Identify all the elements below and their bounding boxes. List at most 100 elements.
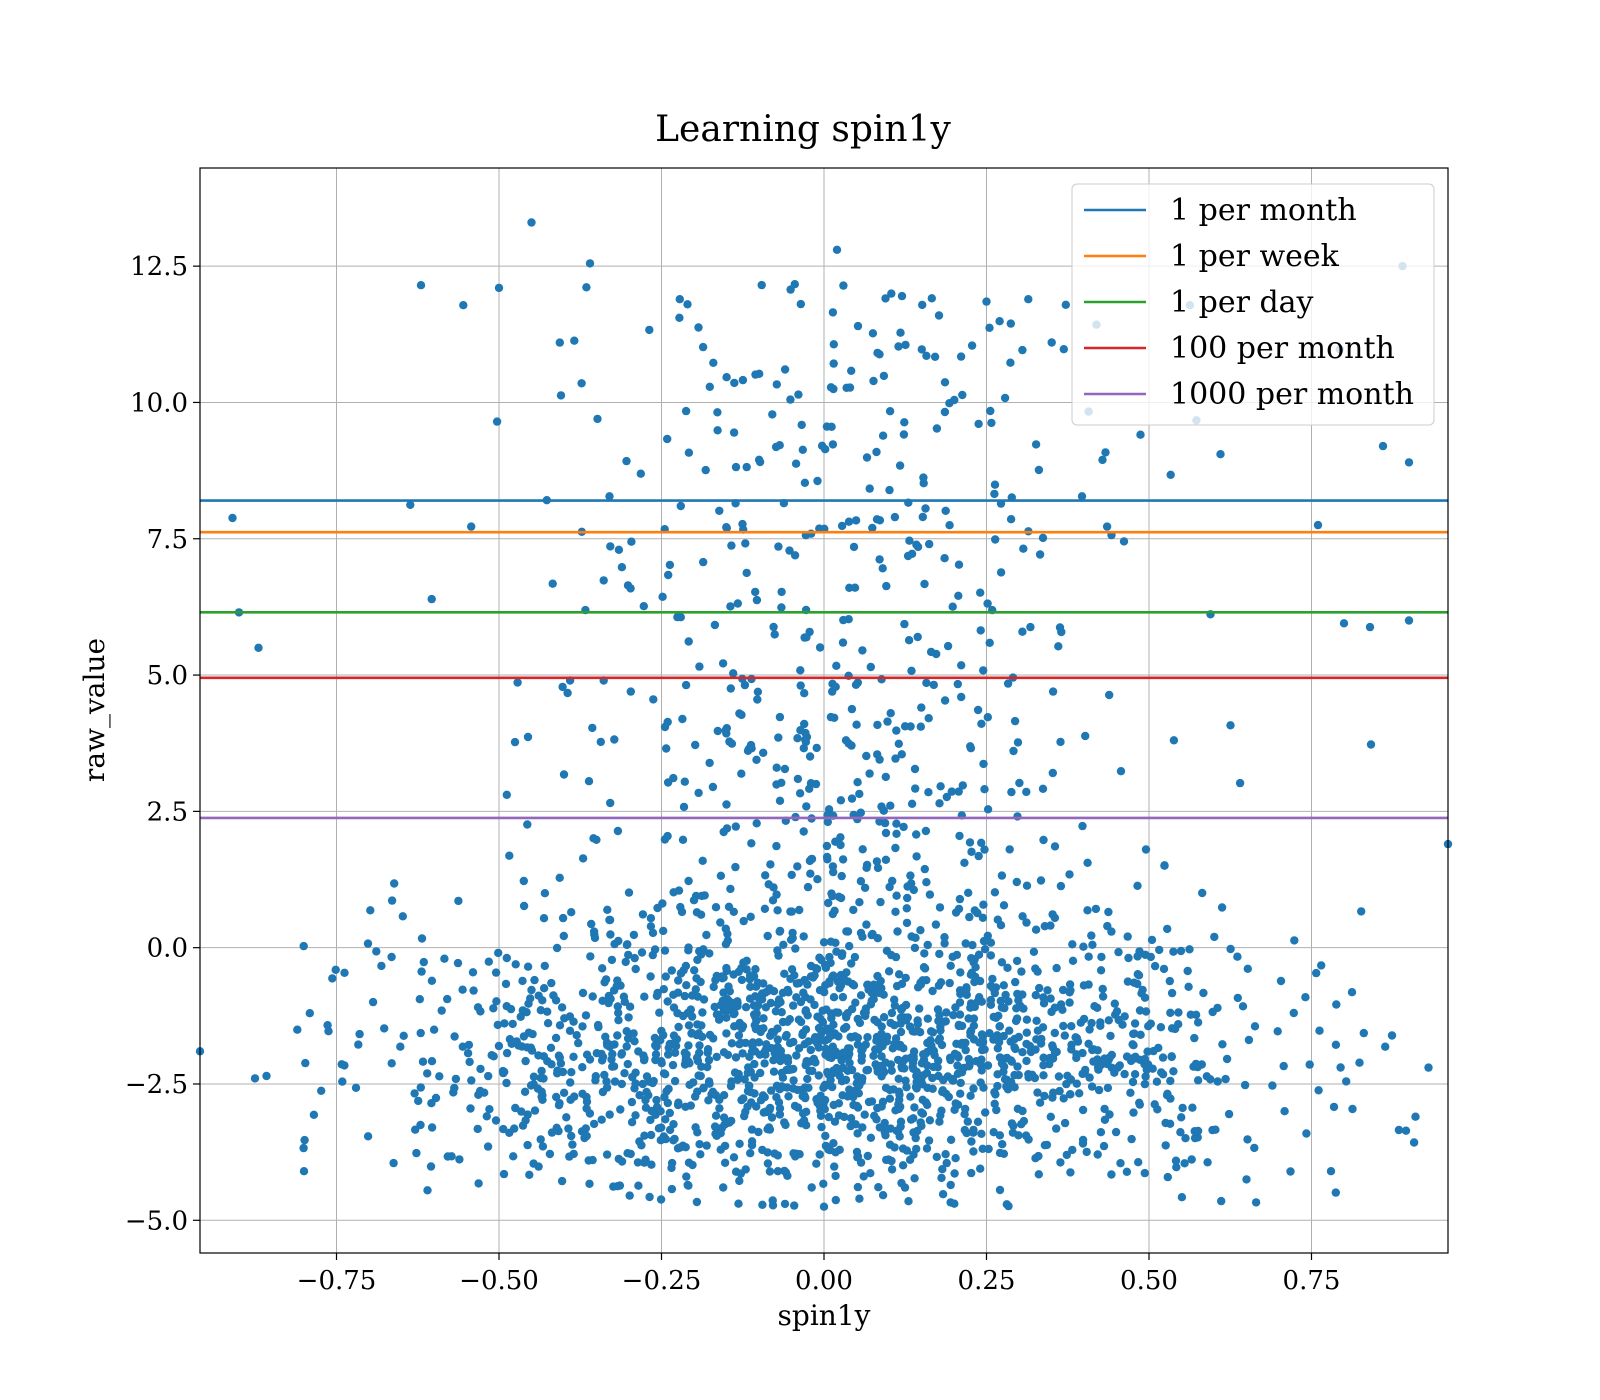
scatter-point	[999, 901, 1009, 910]
scatter-point	[1067, 1021, 1076, 1031]
scatter-point	[719, 1183, 728, 1192]
scatter-point	[875, 817, 884, 826]
scatter-point	[922, 351, 931, 360]
scatter-point	[964, 1062, 974, 1071]
scatter-point	[1224, 1109, 1234, 1119]
scatter-point	[740, 680, 750, 690]
scatter-point	[1097, 952, 1106, 962]
scatter-point	[543, 1057, 552, 1066]
scatter-point	[1199, 988, 1208, 998]
scatter-point	[757, 995, 767, 1004]
scatter-point	[881, 855, 891, 864]
scatter-point	[1165, 976, 1175, 986]
scatter-point	[564, 1124, 573, 1133]
scatter-point	[1409, 1138, 1419, 1147]
scatter-point	[1171, 1156, 1181, 1165]
scatter-point	[932, 1152, 941, 1162]
scatter-point	[918, 1080, 927, 1089]
scatter-point	[1221, 1074, 1230, 1084]
scatter-point	[963, 1117, 972, 1126]
scatter-point	[664, 1050, 673, 1059]
scatter-point	[712, 1052, 721, 1062]
scatter-point	[624, 1013, 633, 1022]
scatter-point	[678, 1011, 688, 1021]
scatter-point	[670, 1076, 680, 1086]
scatter-point	[917, 1121, 926, 1131]
scatter-point	[1124, 953, 1133, 963]
scatter-point	[881, 772, 890, 782]
scatter-point	[900, 1183, 910, 1192]
scatter-point	[578, 1089, 587, 1099]
scatter-point	[1169, 736, 1179, 745]
scatter-point	[1107, 1050, 1117, 1060]
scatter-point	[523, 1140, 532, 1150]
scatter-point	[305, 1009, 314, 1018]
scatter-point	[518, 1006, 527, 1015]
scatter-point	[802, 802, 811, 811]
scatter-point	[1043, 986, 1052, 995]
scatter-point	[685, 1080, 694, 1090]
scatter-point	[1013, 812, 1022, 821]
scatter-point	[941, 1150, 950, 1159]
scatter-point	[1031, 991, 1041, 1000]
scatter-point	[716, 918, 725, 927]
scatter-point	[1079, 981, 1089, 990]
scatter-point	[1056, 881, 1066, 891]
scatter-point	[540, 889, 550, 898]
scatter-point	[759, 979, 768, 988]
scatter-point	[829, 971, 838, 980]
scatter-point	[925, 1116, 935, 1125]
scatter-point	[912, 852, 921, 861]
scatter-point	[956, 352, 966, 361]
scatter-point	[1233, 993, 1243, 1003]
scatter-point	[1031, 440, 1041, 449]
scatter-point	[791, 459, 801, 468]
scatter-point	[873, 348, 882, 358]
scatter-point	[986, 938, 996, 947]
scatter-point	[948, 952, 957, 961]
scatter-point	[941, 506, 950, 515]
scatter-point	[911, 784, 920, 793]
scatter-point	[651, 1055, 660, 1065]
scatter-point	[584, 777, 594, 786]
scatter-point	[862, 751, 871, 761]
scatter-point	[875, 983, 884, 992]
scatter-point	[832, 947, 841, 956]
scatter-point	[1032, 1016, 1041, 1025]
scatter-point	[1129, 978, 1139, 987]
scatter-point	[973, 908, 982, 918]
scatter-point	[1034, 1151, 1043, 1161]
scatter-point	[1018, 345, 1027, 355]
scatter-point	[723, 1050, 733, 1060]
scatter-point	[537, 1092, 546, 1102]
scatter-point	[1107, 1170, 1116, 1179]
scatter-point	[860, 883, 870, 892]
scatter-point	[626, 584, 635, 593]
scatter-point	[596, 737, 605, 747]
scatter-point	[1314, 1086, 1323, 1095]
scatter-point	[828, 862, 838, 871]
scatter-point	[879, 1013, 889, 1022]
scatter-point	[995, 1131, 1005, 1140]
scatter-point	[829, 1100, 838, 1110]
scatter-point	[921, 1049, 930, 1059]
scatter-point	[380, 1024, 389, 1033]
scatter-point	[923, 1014, 932, 1023]
scatter-point	[938, 1165, 947, 1174]
scatter-point	[936, 1022, 945, 1031]
scatter-point	[1059, 1094, 1068, 1103]
scatter-point	[911, 1082, 921, 1092]
scatter-point	[705, 949, 714, 958]
scatter-point	[588, 723, 597, 733]
scatter-point	[955, 894, 965, 904]
scatter-point	[556, 391, 566, 400]
scatter-point	[622, 1042, 631, 1051]
scatter-point	[803, 882, 813, 892]
scatter-point	[1006, 515, 1016, 524]
scatter-point	[843, 927, 853, 936]
scatter-point	[1126, 1088, 1135, 1098]
scatter-point	[907, 879, 916, 888]
scatter-point	[1007, 787, 1016, 797]
scatter-point	[821, 1131, 830, 1141]
scatter-point	[507, 1039, 516, 1049]
